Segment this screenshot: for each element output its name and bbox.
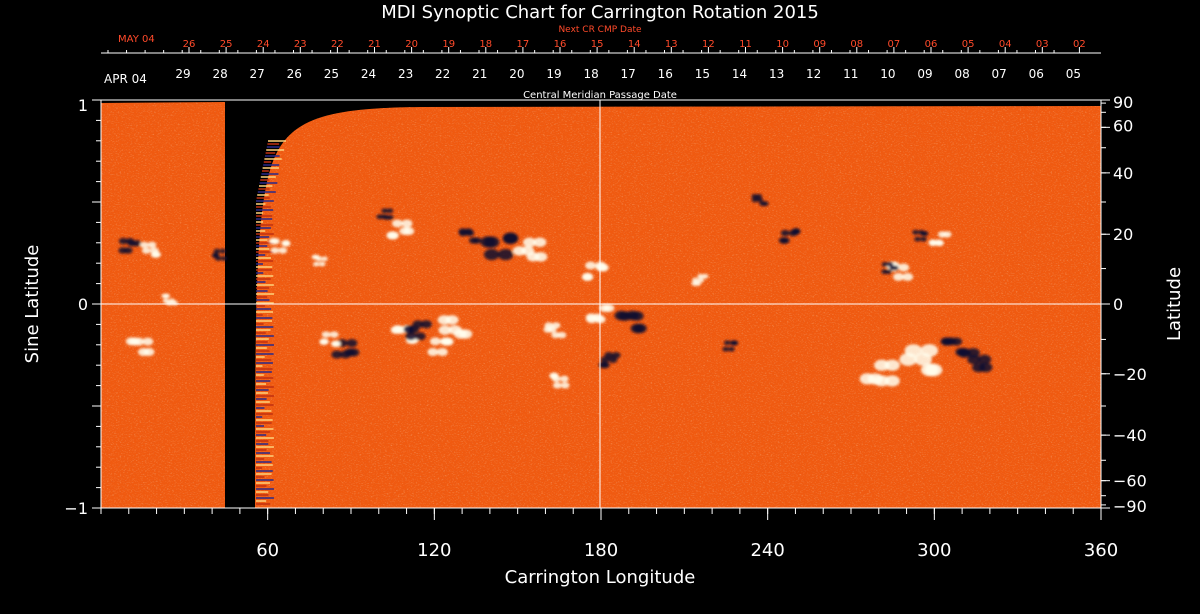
- bottom-tick-label: 120: [417, 540, 451, 561]
- left-tick-0: 0: [78, 295, 88, 314]
- right-tick-label: 60: [1113, 116, 1133, 135]
- y-axis-right-label: Latitude: [1164, 267, 1185, 341]
- right-tick-label: −90: [1113, 497, 1147, 516]
- cmp-tick-label: 20: [509, 67, 524, 81]
- next-cr-tick-label: 04: [999, 39, 1012, 50]
- next-cr-tick-label: 24: [257, 39, 270, 50]
- right-axis-labels: 90 60 40 20 0 −20 −40 −60 −90: [1113, 93, 1147, 516]
- cmp-tick-label: 26: [287, 67, 302, 81]
- bottom-tick-label: 300: [917, 540, 951, 561]
- right-tick-label: 0: [1113, 295, 1123, 314]
- y-axis-left-label: Sine Latitude: [22, 245, 43, 364]
- next-cr-tick-label: 15: [591, 39, 604, 50]
- next-cr-tick-label: 02: [1073, 39, 1086, 50]
- cmp-tick-label: 22: [435, 67, 450, 81]
- next-cr-tick-label: 17: [517, 39, 530, 50]
- right-tick-label: 20: [1113, 225, 1133, 244]
- cmp-tick-label: 05: [1066, 67, 1081, 81]
- next-cr-tick-label: 22: [331, 39, 344, 50]
- bottom-axis-ticks: [100, 508, 1102, 520]
- magnetogram-map: [101, 100, 1101, 508]
- cmp-tick-label: 12: [806, 67, 821, 81]
- bottom-tick-label: 180: [584, 540, 618, 561]
- next-cr-month: MAY 04: [118, 34, 155, 45]
- next-cr-tick-label: 05: [962, 39, 975, 50]
- cmp-date-ticks: 29 28 27 26 25 24 23 22 21 20 19 18 17 16 15 14 13 12 11 10…: [175, 67, 1081, 81]
- cmp-tick-label: 24: [361, 67, 376, 81]
- left-tick-minus1: −1: [64, 499, 88, 518]
- left-axis-ticks: [92, 99, 101, 509]
- next-cr-tick-label: 03: [1036, 39, 1049, 50]
- cmp-tick-label: 08: [954, 67, 969, 81]
- right-tick-label: 90: [1113, 93, 1133, 112]
- next-cr-tick-label: 11: [739, 39, 752, 50]
- cmp-tick-label: 18: [583, 67, 598, 81]
- left-tick-1: 1: [78, 96, 88, 115]
- x-axis-label: Carrington Longitude: [505, 567, 696, 588]
- next-cr-tick-label: 09: [813, 39, 826, 50]
- cmp-tick-label: 14: [732, 67, 747, 81]
- cmp-tick-label: 29: [175, 67, 190, 81]
- cmp-tick-label: 13: [769, 67, 784, 81]
- bottom-tick-label: 240: [750, 540, 784, 561]
- cmp-tick-label: 23: [398, 67, 413, 81]
- cmp-tick-label: 10: [880, 67, 895, 81]
- next-cr-tick-label: 07: [888, 39, 901, 50]
- next-cr-tick-label: 10: [776, 39, 789, 50]
- next-cr-tick-label: 14: [628, 39, 641, 50]
- bottom-axis-labels: 60 120 180 240 300 360: [256, 540, 1118, 561]
- cmp-tick-label: 16: [658, 67, 673, 81]
- next-cr-tick-label: 12: [702, 39, 715, 50]
- next-cr-ticks: 26 25 24 23 22 21 20 19 18 17 16 15 14 13 12 11 10 09 08 07…: [107, 39, 1086, 53]
- next-cr-tick-label: 23: [294, 39, 307, 50]
- next-cr-tick-label: 08: [850, 39, 863, 50]
- bottom-tick-label: 360: [1084, 540, 1118, 561]
- cmp-month: APR 04: [104, 72, 147, 86]
- next-cr-tick-label: 13: [665, 39, 678, 50]
- cmp-tick-label: 06: [1029, 67, 1044, 81]
- cmp-tick-label: 11: [843, 67, 858, 81]
- cmp-axis-label: Central Meridian Passage Date: [523, 90, 677, 101]
- cmp-tick-label: 28: [212, 67, 227, 81]
- cmp-tick-label: 17: [621, 67, 636, 81]
- right-tick-label: −60: [1113, 472, 1147, 491]
- right-axis-ticks: [1101, 99, 1110, 509]
- chart-title: MDI Synoptic Chart for Carrington Rotati…: [381, 2, 819, 23]
- next-cr-tick-label: 20: [405, 39, 418, 50]
- next-cr-tick-label: 16: [554, 39, 567, 50]
- right-tick-label: −40: [1113, 426, 1147, 445]
- next-cr-tick-label: 19: [442, 39, 455, 50]
- cmp-tick-label: 19: [546, 67, 561, 81]
- cmp-tick-label: 07: [992, 67, 1007, 81]
- next-cr-tick-label: 06: [925, 39, 938, 50]
- next-cr-tick-label: 25: [220, 39, 233, 50]
- cmp-tick-label: 27: [250, 67, 265, 81]
- next-cr-tick-label: 26: [183, 39, 196, 50]
- right-tick-label: −20: [1113, 365, 1147, 384]
- next-cr-label: Next CR CMP Date: [558, 25, 642, 35]
- cmp-tick-label: 09: [917, 67, 932, 81]
- cmp-tick-label: 25: [324, 67, 339, 81]
- bottom-tick-label: 60: [256, 540, 279, 561]
- cmp-tick-label: 21: [472, 67, 487, 81]
- next-cr-tick-label: 18: [479, 39, 492, 50]
- right-tick-label: 40: [1113, 164, 1133, 183]
- cmp-tick-label: 15: [695, 67, 710, 81]
- next-cr-tick-label: 21: [368, 39, 381, 50]
